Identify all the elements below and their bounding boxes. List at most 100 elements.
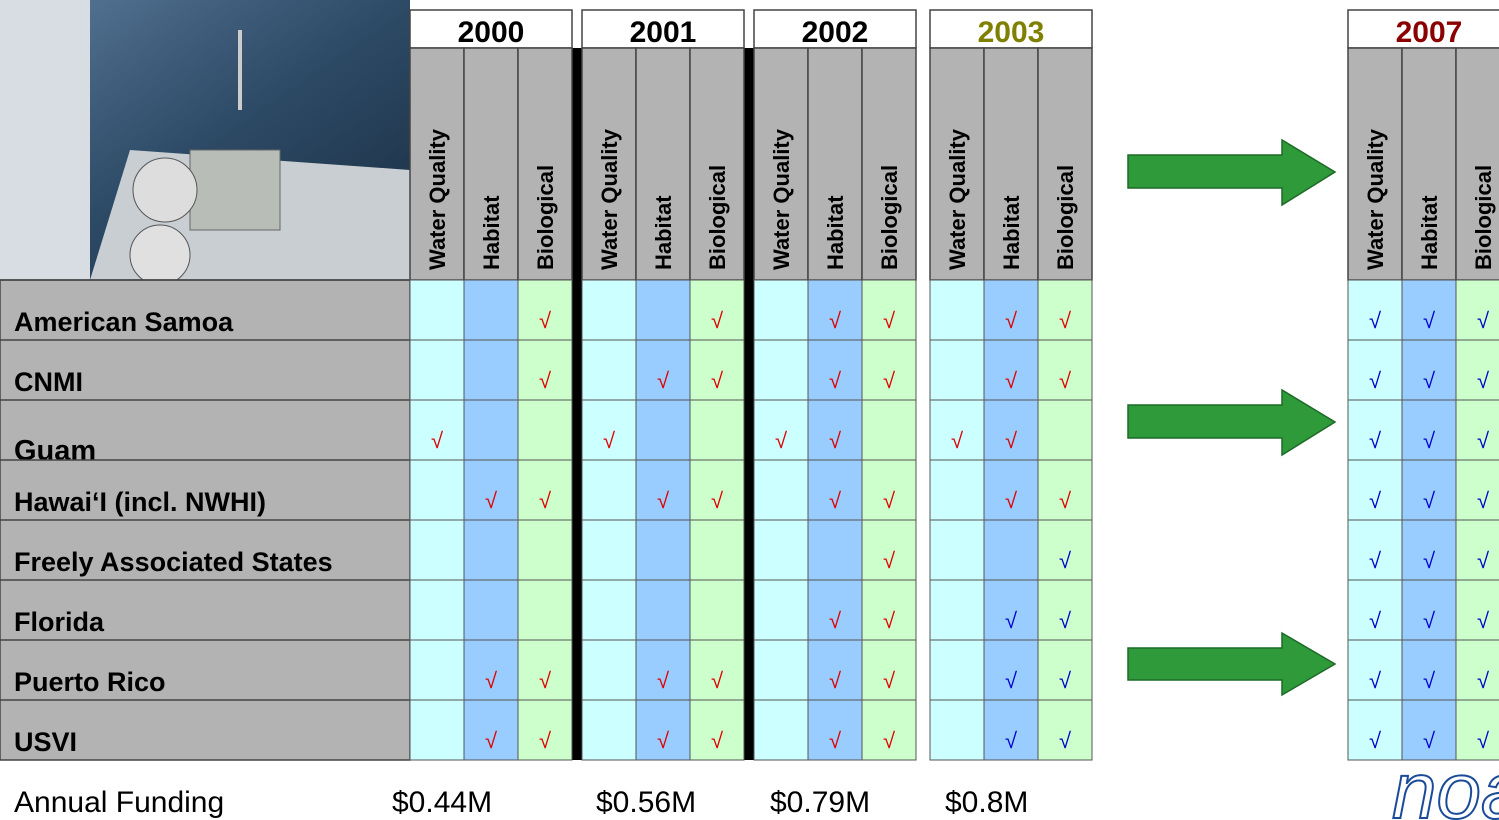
cell	[1038, 400, 1092, 460]
column-label: Biological	[1471, 165, 1496, 270]
check-mark: √	[485, 488, 498, 513]
cell	[930, 460, 984, 520]
check-mark: √	[883, 608, 896, 633]
funding-value: $0.79M	[770, 786, 870, 819]
column-label: Biological	[877, 165, 902, 270]
check-mark: √	[711, 728, 724, 753]
check-mark: √	[883, 368, 896, 393]
funding-value: $0.44M	[392, 786, 492, 819]
check-mark: √	[1369, 548, 1382, 573]
column-label: Habitat	[651, 195, 676, 270]
cell	[930, 520, 984, 580]
check-mark: √	[1369, 488, 1382, 513]
check-mark: √	[829, 728, 842, 753]
check-mark: √	[1477, 308, 1490, 333]
cell	[862, 400, 916, 460]
check-mark: √	[1059, 728, 1072, 753]
row-label: Guam	[14, 435, 96, 467]
cell	[754, 700, 808, 760]
check-mark: √	[539, 668, 552, 693]
check-mark: √	[1369, 428, 1382, 453]
row-label: Florida	[14, 607, 105, 637]
check-mark: √	[829, 608, 842, 633]
check-mark: √	[603, 428, 616, 453]
cell	[690, 400, 744, 460]
cell	[754, 280, 808, 340]
cell	[582, 580, 636, 640]
column-label: Habitat	[1417, 195, 1442, 270]
cell	[518, 520, 572, 580]
check-mark: √	[1005, 668, 1018, 693]
check-mark: √	[657, 668, 670, 693]
check-mark: √	[829, 668, 842, 693]
column-label: Water Quality	[425, 128, 450, 270]
column-label: Habitat	[479, 195, 504, 270]
row-label: USVI	[14, 727, 77, 757]
cell	[754, 520, 808, 580]
check-mark: √	[539, 368, 552, 393]
row-label: Freely Associated States	[14, 547, 333, 577]
cell	[582, 280, 636, 340]
year-label: 2007	[1396, 16, 1463, 49]
cell	[636, 580, 690, 640]
check-mark: √	[1423, 488, 1436, 513]
check-mark: √	[485, 668, 498, 693]
column-label: Habitat	[823, 195, 848, 270]
check-mark: √	[775, 428, 788, 453]
row-label: Puerto Rico	[14, 667, 166, 697]
separator	[744, 48, 754, 760]
check-mark: √	[1059, 548, 1072, 573]
check-mark: √	[657, 728, 670, 753]
funding-label: Annual Funding	[14, 786, 224, 819]
cell	[582, 340, 636, 400]
year-label: 2001	[630, 16, 697, 49]
slide: American SamoaCNMIGuamHawai‘I (incl. NWH…	[0, 0, 1499, 820]
cell	[930, 580, 984, 640]
cell	[690, 580, 744, 640]
cell	[582, 640, 636, 700]
cell	[754, 580, 808, 640]
cell	[464, 520, 518, 580]
cell	[410, 640, 464, 700]
cell	[754, 640, 808, 700]
arrows	[1128, 140, 1335, 695]
check-mark: √	[829, 368, 842, 393]
cell	[930, 640, 984, 700]
cell	[930, 340, 984, 400]
check-mark: √	[1477, 488, 1490, 513]
check-mark: √	[485, 728, 498, 753]
column-label: Water Quality	[769, 128, 794, 270]
year-label: 2000	[458, 16, 525, 49]
cell	[410, 340, 464, 400]
cell	[464, 340, 518, 400]
check-mark: √	[1059, 368, 1072, 393]
column-label: Water Quality	[1363, 128, 1388, 270]
photo	[0, 0, 410, 285]
year-label: 2002	[802, 16, 869, 49]
cell	[518, 580, 572, 640]
check-mark: √	[1423, 428, 1436, 453]
check-mark: √	[1005, 608, 1018, 633]
cell	[410, 520, 464, 580]
separator	[572, 48, 582, 760]
check-mark: √	[657, 368, 670, 393]
check-mark: √	[1005, 368, 1018, 393]
check-mark: √	[539, 308, 552, 333]
check-mark: √	[883, 548, 896, 573]
check-mark: √	[1477, 368, 1490, 393]
check-mark: √	[1059, 308, 1072, 333]
column-label: Biological	[1053, 165, 1078, 270]
check-mark: √	[1369, 728, 1382, 753]
funding-value: $0.56M	[596, 786, 696, 819]
check-mark: √	[1369, 368, 1382, 393]
cell	[930, 280, 984, 340]
cell	[984, 520, 1038, 580]
check-mark: √	[951, 428, 964, 453]
cell	[464, 280, 518, 340]
cell	[636, 400, 690, 460]
check-mark: √	[539, 488, 552, 513]
column-label: Water Quality	[597, 128, 622, 270]
cell	[518, 400, 572, 460]
cell	[582, 700, 636, 760]
check-mark: √	[711, 308, 724, 333]
